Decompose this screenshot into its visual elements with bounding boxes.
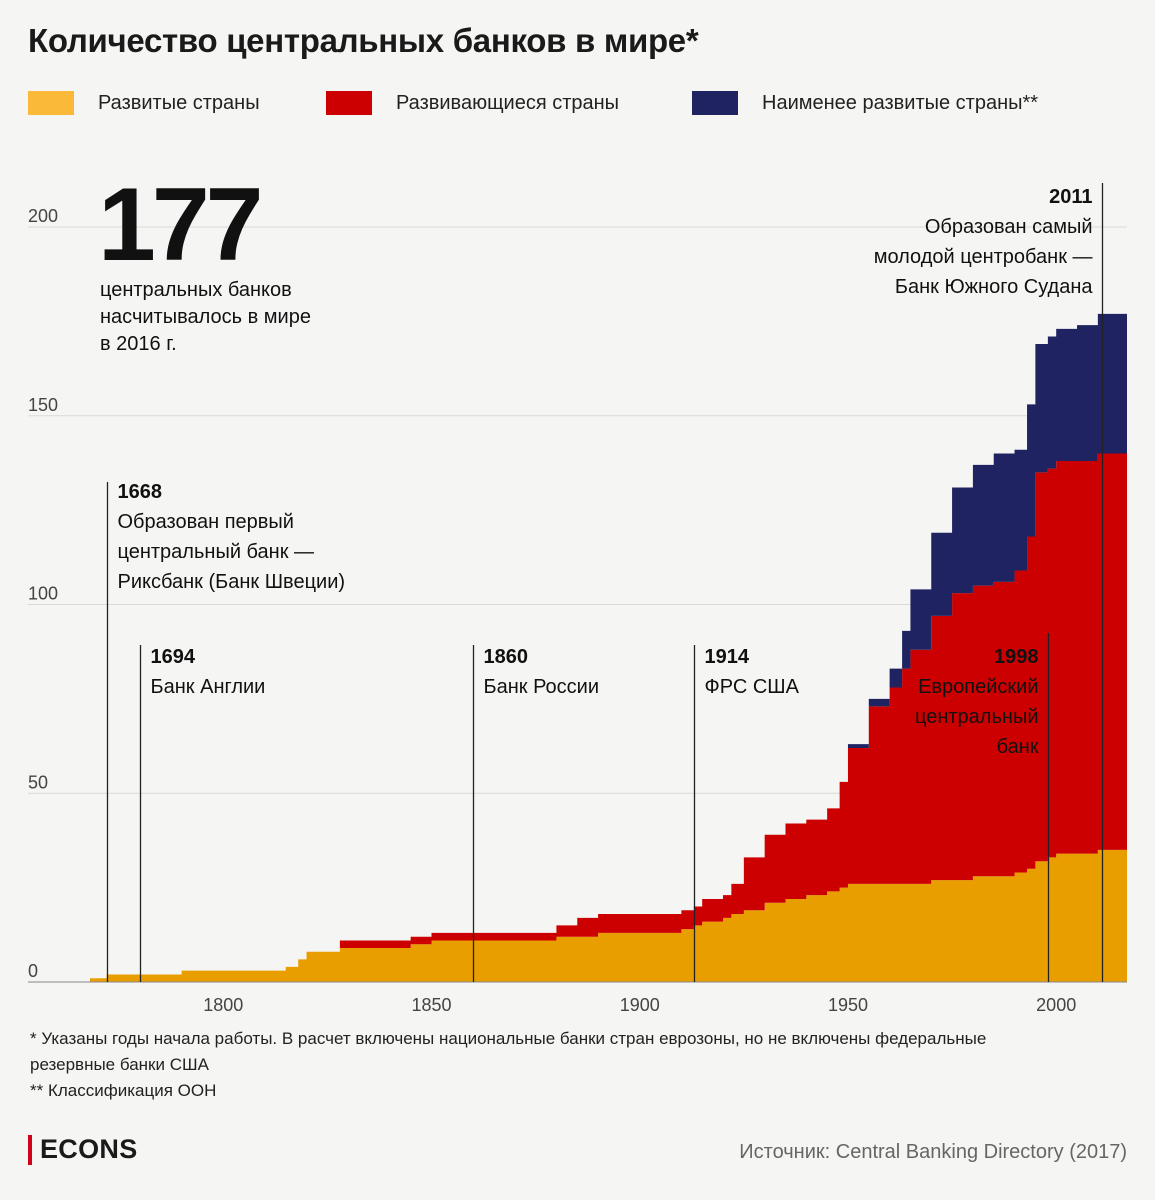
legend-label-developing: Развивающиеся страны <box>396 91 620 114</box>
area-series-0 <box>90 849 1127 982</box>
annotation-year-1998: 1998 <box>994 646 1039 668</box>
annotation-year-2011: 2011 <box>1049 186 1092 208</box>
brand-text: ECONS <box>40 1134 138 1164</box>
annotation-text-1998-0: Европейский <box>918 676 1038 698</box>
footnote-2: резервные банки США <box>30 1055 209 1074</box>
annotation-text-1668-1: центральный банк — <box>118 541 315 563</box>
annotation-year-1668: 1668 <box>118 481 163 503</box>
big-number-caption-1: насчитывалось в мире <box>100 306 311 328</box>
annotation-text-1694-0: Банк Англии <box>151 676 266 698</box>
annotation-text-1668-2: Риксбанк (Банк Швеции) <box>118 571 346 593</box>
x-tick-label-1950: 1950 <box>828 995 868 1015</box>
y-tick-label-100: 100 <box>28 584 58 604</box>
big-number: 177 <box>98 167 260 283</box>
x-tick-label-1900: 1900 <box>620 995 660 1015</box>
x-tick-label-2000: 2000 <box>1036 995 1076 1015</box>
annotation-year-1694: 1694 <box>151 646 196 668</box>
annotation-text-1914-0: ФРС США <box>705 676 800 698</box>
y-tick-label-150: 150 <box>28 395 58 415</box>
legend: Развитые страны Развивающиеся страны Наи… <box>0 91 1155 121</box>
legend-swatch-developing <box>326 91 372 115</box>
y-tick-label-200: 200 <box>28 206 58 226</box>
brand-bar <box>28 1134 32 1165</box>
annotation-text-2011-2: Банк Южного Судана <box>895 276 1094 298</box>
footnote-1: * Указаны годы начала работы. В расчет в… <box>30 1029 987 1048</box>
x-tick-label-1850: 1850 <box>411 995 451 1015</box>
big-number-caption-0: центральных банков <box>100 279 292 301</box>
annotation-year-1860: 1860 <box>484 646 529 668</box>
y-tick-label-50: 50 <box>28 772 48 792</box>
legend-swatch-least-developed <box>692 91 738 115</box>
annotation-text-2011-0: Образован самый <box>925 216 1093 238</box>
annotation-text-1998-1: центральный <box>915 706 1039 728</box>
brand-logo: ECONS <box>28 1134 138 1165</box>
area-chart: 0 50 100 150 200 1800 1850 1900 1950 2000 1668 Обра… <box>28 167 1127 1015</box>
legend-swatch-developed <box>28 91 74 115</box>
area-series-1 <box>90 453 1127 979</box>
area-series-2 <box>90 313 1127 979</box>
legend-item-developing: Развивающиеся страны <box>326 91 619 115</box>
annotation-text-1668-0: Образован первый <box>118 511 294 533</box>
annotation-text-2011-1: молодой центробанк — <box>874 246 1093 268</box>
big-number-caption-2: в 2016 г. <box>100 333 177 355</box>
x-tick-label-1800: 1800 <box>203 995 243 1015</box>
source-note: Источник: Central Banking Directory (201… <box>739 1141 1127 1163</box>
y-tick-label-0: 0 <box>28 961 38 981</box>
annotation-text-1860-0: Банк России <box>484 676 600 698</box>
footnote-3: ** Классификация ООН <box>30 1081 217 1100</box>
annotation-year-1914: 1914 <box>705 646 750 668</box>
legend-label-developed: Развитые страны <box>98 91 260 114</box>
legend-item-developed: Развитые страны <box>28 91 260 115</box>
chart-title: Количество центральных банков в мире* <box>28 22 699 59</box>
annotation-text-1998-2: банк <box>997 736 1039 758</box>
legend-item-least-developed: Наименее развитые страны** <box>692 91 1038 115</box>
legend-label-least-developed: Наименее развитые страны** <box>762 91 1039 114</box>
